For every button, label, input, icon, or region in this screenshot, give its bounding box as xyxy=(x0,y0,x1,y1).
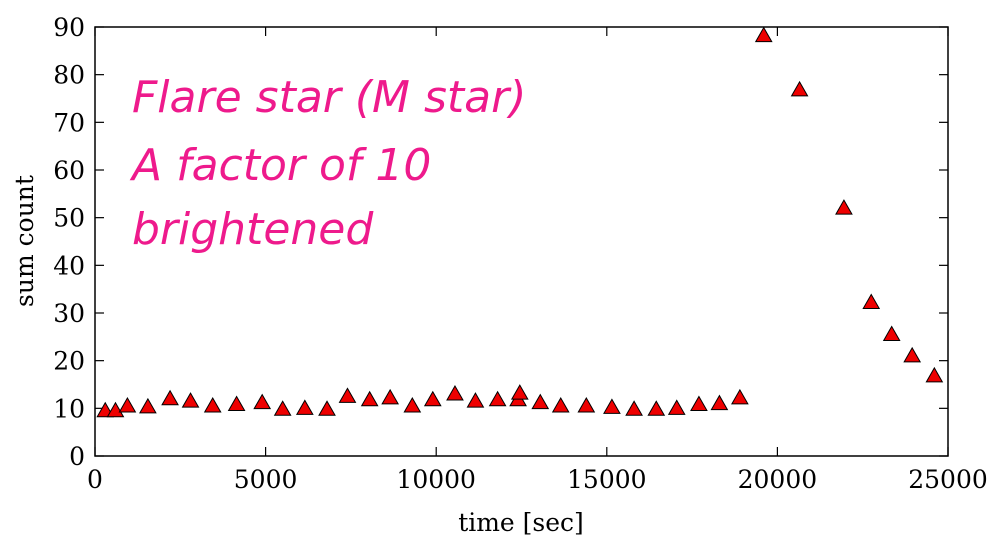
data-point xyxy=(531,393,550,410)
y-tick-label: 0 xyxy=(69,442,85,471)
data-point xyxy=(925,366,944,383)
data-point xyxy=(106,401,125,418)
data-point xyxy=(360,390,379,407)
data-point xyxy=(790,80,809,97)
data-point xyxy=(139,397,157,414)
x-tick-label: 5000 xyxy=(234,465,298,494)
data-point xyxy=(227,395,246,412)
annotation-line-1: Flare star (M star) xyxy=(132,72,526,123)
y-axis-label: sum count xyxy=(10,175,39,307)
annotation-line-2: A factor of 10 xyxy=(129,140,431,191)
data-point xyxy=(403,396,422,413)
data-point xyxy=(731,388,749,405)
data-point xyxy=(754,26,773,43)
x-tick-label: 25000 xyxy=(908,465,988,494)
data-point xyxy=(647,400,666,416)
data-point xyxy=(835,199,853,215)
data-point xyxy=(690,395,708,412)
data-point xyxy=(903,346,922,363)
data-point xyxy=(338,387,357,403)
data-points xyxy=(96,26,944,418)
data-point xyxy=(603,398,621,414)
data-point xyxy=(273,400,292,416)
data-point xyxy=(577,396,596,413)
data-point xyxy=(488,390,507,407)
data-point xyxy=(710,394,729,411)
y-tick-label: 10 xyxy=(53,394,85,423)
data-point xyxy=(551,396,570,413)
x-tick-label: 15000 xyxy=(567,465,647,494)
annotation-line-3: brightened xyxy=(132,204,374,255)
data-point xyxy=(667,399,686,415)
data-point xyxy=(446,385,464,401)
x-axis-ticks: 0 5000 10000 15000 20000 25000 xyxy=(87,27,988,494)
data-point xyxy=(253,393,272,410)
y-tick-label: 80 xyxy=(53,61,85,90)
data-point xyxy=(862,293,881,310)
plot-area xyxy=(95,27,948,456)
data-point xyxy=(381,388,399,405)
data-point xyxy=(466,392,485,408)
x-axis-label: time [sec] xyxy=(458,508,584,537)
y-tick-label: 20 xyxy=(53,347,85,376)
y-tick-label: 60 xyxy=(53,156,85,185)
y-tick-label: 30 xyxy=(53,299,85,328)
y-tick-label: 70 xyxy=(53,108,85,137)
data-point xyxy=(181,392,200,408)
data-point xyxy=(295,399,314,415)
x-tick-label: 0 xyxy=(87,465,103,494)
y-tick-label: 50 xyxy=(53,204,85,233)
y-axis-ticks: 0 10 20 30 40 50 60 70 80 90 xyxy=(53,13,948,471)
x-tick-label: 20000 xyxy=(738,465,818,494)
data-point xyxy=(203,396,222,413)
y-tick-label: 40 xyxy=(53,251,85,280)
data-point xyxy=(625,400,643,416)
data-point xyxy=(161,389,179,406)
y-tick-label: 90 xyxy=(53,13,85,42)
data-point xyxy=(118,396,137,413)
plot-frame xyxy=(94,26,949,457)
x-tick-label: 10000 xyxy=(396,465,476,494)
data-point xyxy=(318,400,336,416)
data-point xyxy=(882,325,901,341)
data-point xyxy=(510,384,529,400)
data-point xyxy=(423,390,442,407)
